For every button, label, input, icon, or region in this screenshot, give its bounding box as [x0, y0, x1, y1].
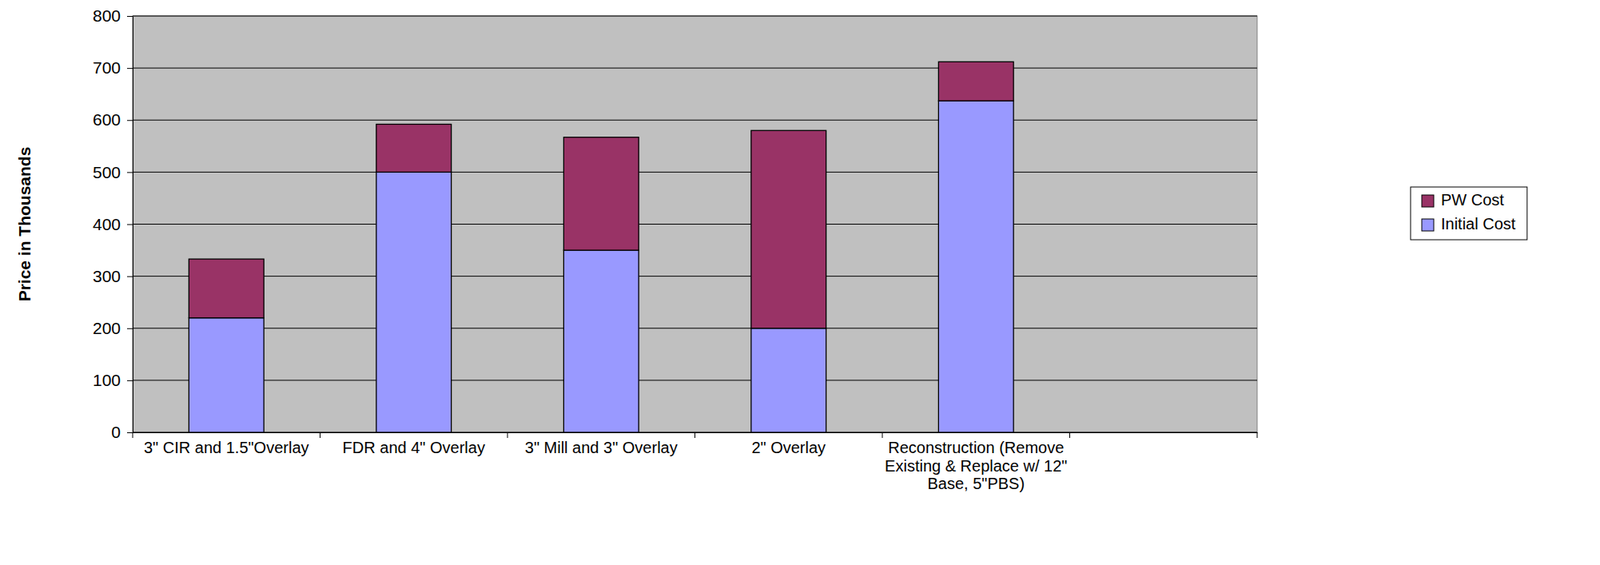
y-tick: 300 [92, 266, 133, 286]
grid-line [132, 67, 1258, 69]
y-tick-mark [127, 15, 133, 17]
x-divider [132, 432, 134, 438]
grid [132, 15, 1258, 433]
grid-line [132, 275, 1258, 277]
x-dividers [132, 432, 1258, 438]
x-divider [1257, 432, 1258, 438]
y-tick: 200 [92, 318, 133, 338]
x-tick: 2" Overlay [751, 432, 826, 457]
y-tick: 500 [92, 163, 133, 182]
y-tick-label: 700 [92, 58, 121, 77]
y-tick-mark [127, 171, 133, 173]
x-tick: 3" CIR and 1.5"Overlay [143, 432, 310, 457]
bar-segment [376, 123, 452, 172]
y-tick-label: 200 [92, 318, 121, 338]
grid-line [132, 379, 1258, 381]
x-divider [319, 432, 321, 438]
legend-swatch [1421, 218, 1434, 231]
y-tick-mark [127, 67, 133, 69]
grid-line [132, 15, 1258, 17]
x-tick: 3" Mill and 3" Overlay [525, 432, 678, 457]
x-divider [694, 432, 696, 438]
y-tick: 600 [92, 110, 133, 129]
y-tick-label: 500 [92, 163, 121, 182]
legend-swatch [1421, 195, 1434, 207]
x-tick-label: 3" Mill and 3" Overlay [525, 438, 678, 457]
y-tick-label: 300 [92, 266, 121, 286]
bar-segment [376, 171, 452, 433]
y-tick: 0 [111, 422, 133, 442]
plot-area [132, 15, 1258, 433]
bar-segment [938, 100, 1014, 433]
x-tick-label: 3" CIR and 1.5"Overlay [143, 438, 310, 457]
y-tick-mark [127, 432, 133, 434]
grid-line [132, 119, 1258, 121]
y-axis: 0 100 200 300 400 500 600 700 800 [92, 6, 134, 442]
y-tick-mark [127, 328, 133, 330]
bars [188, 61, 1014, 433]
bar-segment [563, 250, 639, 433]
bar-segment [751, 328, 827, 433]
legend: PW Cost Initial Cost [1410, 187, 1528, 240]
bar-segment [563, 137, 639, 251]
x-tick-label: Reconstruction (RemoveExisting & Replace… [884, 438, 1067, 493]
grid-line [132, 223, 1258, 225]
bar-segment [938, 61, 1014, 101]
y-axis-line [132, 16, 134, 434]
y-tick: 800 [92, 6, 133, 25]
legend-box [1410, 187, 1528, 240]
y-tick-label: 100 [92, 370, 121, 390]
x-tick-label: 2" Overlay [751, 438, 826, 457]
bar-segment [188, 318, 264, 433]
y-tick-mark [127, 224, 133, 226]
x-divider [882, 432, 884, 438]
legend-label: PW Cost [1440, 191, 1505, 209]
y-tick-label: 0 [111, 422, 121, 442]
y-tick-label: 600 [92, 110, 121, 129]
chart-svg: 0 100 200 300 400 500 600 700 800 Price in Thousa… [0, 0, 1600, 565]
y-tick-label: 400 [92, 214, 121, 234]
legend-label: Initial Cost [1440, 214, 1517, 233]
bar-segment [188, 258, 264, 319]
y-tick-label: 800 [92, 6, 121, 25]
y-tick-mark [127, 380, 133, 382]
x-divider [1069, 432, 1071, 438]
y-tick-mark [127, 276, 133, 278]
bar-segment [751, 130, 827, 328]
y-tick: 100 [92, 370, 133, 390]
y-tick: 400 [92, 214, 133, 234]
y-tick-mark [127, 119, 133, 121]
x-axis: 3" CIR and 1.5"Overlay FDR and 4" Overlay… [133, 432, 1258, 493]
x-divider [507, 432, 509, 438]
x-tick: Reconstruction (RemoveExisting & Replace… [884, 432, 1067, 493]
grid-line [132, 327, 1258, 329]
x-tick: FDR and 4" Overlay [342, 432, 486, 457]
grid-line [132, 171, 1258, 173]
x-tick-label: FDR and 4" Overlay [342, 438, 486, 457]
y-tick: 700 [92, 58, 133, 77]
y-axis-title: Price in Thousands [15, 147, 34, 303]
